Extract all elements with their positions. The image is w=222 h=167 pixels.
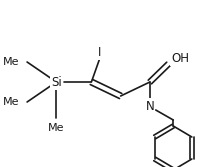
Text: Si: Si [51,75,62,89]
Text: Me: Me [48,123,65,133]
Text: Me: Me [3,97,19,107]
Text: Me: Me [3,57,19,67]
Text: N: N [145,100,154,113]
Text: I: I [97,45,101,58]
Text: OH: OH [171,51,189,64]
